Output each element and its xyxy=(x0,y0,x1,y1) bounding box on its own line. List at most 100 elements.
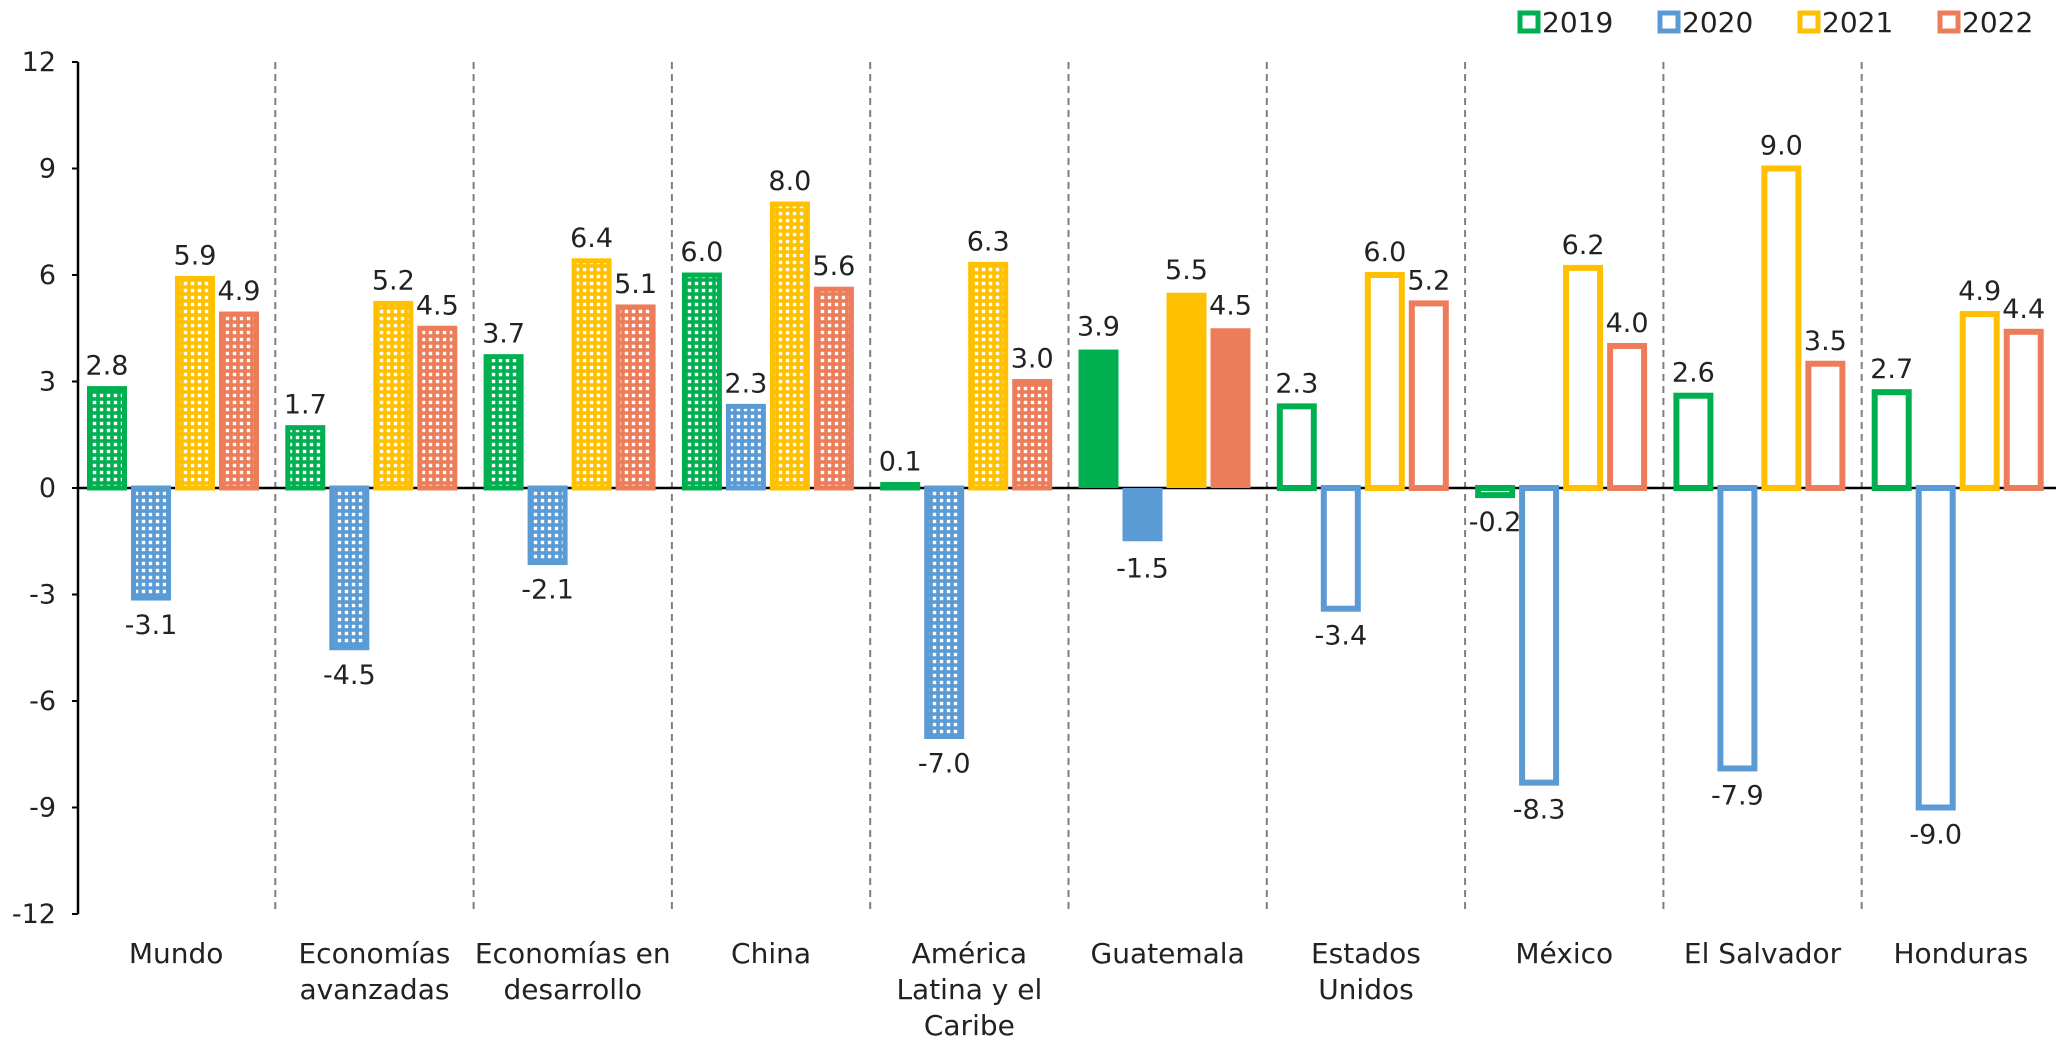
legend-swatch-2020 xyxy=(1657,10,1681,34)
bar-2019 xyxy=(285,425,326,491)
data-label: 6.0 xyxy=(680,237,723,268)
bars xyxy=(87,165,2044,811)
legend: 2019 2020 2021 2022 xyxy=(1517,6,2033,39)
bar-2022 xyxy=(219,311,259,491)
bar-2021 xyxy=(769,201,810,491)
bar-2019 xyxy=(1078,349,1119,488)
bar-2019 xyxy=(1276,403,1317,492)
data-label: 5.2 xyxy=(372,265,415,296)
data-label: 2.3 xyxy=(724,368,767,399)
bar-2022 xyxy=(1012,379,1053,491)
data-label: 2.3 xyxy=(1275,368,1318,399)
data-label: 4.5 xyxy=(1209,290,1252,321)
data-label: 4.9 xyxy=(1958,276,2001,307)
data-label: 1.7 xyxy=(284,390,327,421)
category-label: China xyxy=(731,937,811,970)
data-label: -3.4 xyxy=(1314,621,1367,652)
bar-2021 xyxy=(1364,272,1405,491)
bar-2022 xyxy=(813,286,854,491)
legend-label: 2020 xyxy=(1682,6,1753,39)
data-label: 3.5 xyxy=(1804,326,1847,357)
bar-2019 xyxy=(87,386,127,491)
legend-label: 2021 xyxy=(1822,6,1893,39)
bar-2022 xyxy=(2003,328,2044,491)
data-label: -4.5 xyxy=(323,660,376,691)
data-label: 3.0 xyxy=(1011,344,1054,375)
category-label: México xyxy=(1515,937,1613,970)
bar-2020 xyxy=(1519,485,1560,786)
category-label: Estados xyxy=(1311,937,1421,970)
data-labels: 2.8-3.15.94.91.7-4.55.24.53.7-2.16.45.16… xyxy=(86,131,2046,851)
data-label: 2.6 xyxy=(1672,358,1715,389)
data-label: 3.9 xyxy=(1077,312,1120,343)
bar-2019 xyxy=(880,481,921,491)
category-label: desarrollo xyxy=(504,973,642,1006)
data-label: 4.0 xyxy=(1606,308,1649,339)
legend-swatch-2021 xyxy=(1797,10,1821,34)
data-label: 4.5 xyxy=(416,290,459,321)
bar-2020 xyxy=(1717,485,1758,772)
y-tick-label: -9 xyxy=(29,793,56,824)
y-tick-label: -6 xyxy=(29,686,56,717)
bar-2019 xyxy=(681,272,722,491)
data-label: 5.2 xyxy=(1407,265,1450,296)
bar-2020 xyxy=(527,485,568,566)
bar-2022 xyxy=(1607,343,1648,491)
legend-label: 2022 xyxy=(1962,6,2033,39)
data-label: 2.7 xyxy=(1870,354,1913,385)
bar-2022 xyxy=(615,304,656,491)
y-tick-label: 9 xyxy=(39,154,56,185)
y-tick-label: 6 xyxy=(39,260,56,291)
y-tick-label: -12 xyxy=(12,899,56,930)
bar-2019 xyxy=(1871,389,1912,491)
category-label: Latina y el xyxy=(896,973,1042,1006)
bar-2019 xyxy=(1673,392,1714,492)
category-label: América xyxy=(912,937,1028,970)
bar-2021 xyxy=(1959,311,2000,491)
data-label: 5.5 xyxy=(1165,255,1208,286)
bar-2022 xyxy=(1210,328,1251,488)
legend-swatch-2019 xyxy=(1517,10,1541,34)
data-label: -0.2 xyxy=(1469,507,1522,538)
bar-2022 xyxy=(417,325,458,491)
bar-2020 xyxy=(924,485,965,739)
bar-2021 xyxy=(1761,165,1802,491)
data-label: 6.2 xyxy=(1562,230,1605,261)
bar-2021 xyxy=(1166,292,1207,488)
data-label: -2.1 xyxy=(521,575,574,606)
data-label: -3.1 xyxy=(125,610,178,641)
data-label: 8.0 xyxy=(768,166,811,197)
legend-swatch-2022 xyxy=(1937,10,1961,34)
data-label: -8.3 xyxy=(1513,795,1566,826)
category-label: Honduras xyxy=(1893,937,2028,970)
bar-2020 xyxy=(725,403,766,491)
y-tick-label: 0 xyxy=(39,473,56,504)
data-label: 6.0 xyxy=(1363,237,1406,268)
data-label: -7.9 xyxy=(1711,780,1764,811)
data-label: -9.0 xyxy=(1909,820,1962,851)
bar-2020 xyxy=(131,485,171,601)
category-label: Mundo xyxy=(129,937,224,970)
bar-2019 xyxy=(1475,485,1516,499)
category-label: Caribe xyxy=(924,1009,1015,1039)
bar-2022 xyxy=(1408,300,1449,491)
y-tick-label: 12 xyxy=(22,47,56,78)
data-label: 5.1 xyxy=(614,269,657,300)
bar-2020 xyxy=(1915,485,1956,811)
data-label: 4.9 xyxy=(218,276,261,307)
data-label: 9.0 xyxy=(1760,131,1803,162)
bar-2019 xyxy=(483,354,524,491)
data-label: -1.5 xyxy=(1116,553,1169,584)
y-tick-label: 3 xyxy=(39,367,56,398)
category-label: El Salvador xyxy=(1684,937,1842,970)
legend-label: 2019 xyxy=(1542,6,1613,39)
bar-2020 xyxy=(1320,485,1361,612)
category-label: Economías xyxy=(298,937,450,970)
data-label: 2.8 xyxy=(86,351,129,382)
bar-2022 xyxy=(1805,360,1846,491)
bar-2021 xyxy=(968,261,1009,491)
data-label: 6.3 xyxy=(967,226,1010,257)
